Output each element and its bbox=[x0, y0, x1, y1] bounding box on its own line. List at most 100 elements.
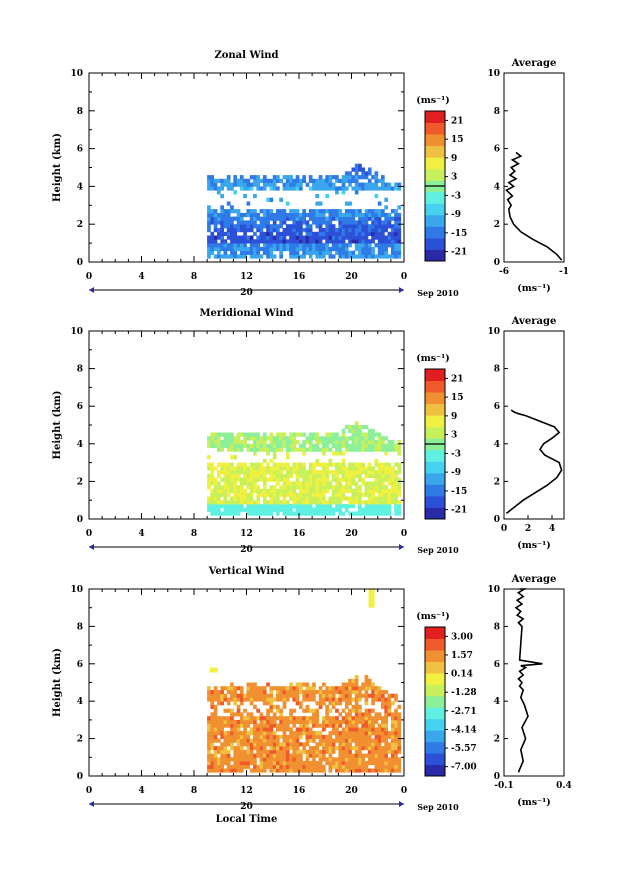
heatmap-cell bbox=[285, 201, 290, 206]
heatmap-cell bbox=[387, 239, 392, 244]
heatmap-cell bbox=[239, 719, 244, 724]
heatmap-cell bbox=[322, 500, 326, 505]
heatmap-cell bbox=[239, 749, 244, 754]
heatmap-cell bbox=[325, 690, 329, 695]
heatmap-cell bbox=[318, 753, 323, 758]
heatmap-cell bbox=[262, 220, 267, 225]
heatmap-cell bbox=[249, 175, 254, 180]
heatmap-cell bbox=[217, 212, 221, 218]
profile-x-tick-label: 0 bbox=[501, 524, 507, 534]
heatmap-cell bbox=[315, 436, 320, 441]
heatmap-cell bbox=[226, 757, 231, 762]
heatmap-cell bbox=[328, 686, 333, 691]
heatmap-cell bbox=[302, 693, 306, 698]
heatmap-cell bbox=[335, 734, 339, 739]
heatmap-cell bbox=[213, 246, 218, 252]
heatmap-cell bbox=[210, 500, 215, 505]
heatmap-cell bbox=[328, 761, 333, 766]
heatmap-cell bbox=[341, 716, 346, 721]
heatmap-cell bbox=[230, 220, 234, 225]
heatmap-cell bbox=[351, 719, 356, 724]
heatmap-cell bbox=[207, 496, 211, 501]
heatmap-cell bbox=[272, 492, 277, 497]
heatmap-cell bbox=[367, 246, 372, 252]
heatmap-cell bbox=[302, 682, 306, 687]
heatmap-cell bbox=[262, 511, 267, 516]
heatmap-cell bbox=[220, 511, 224, 516]
heatmap-cell bbox=[387, 693, 392, 698]
heatmap-cell bbox=[272, 686, 277, 691]
heatmap-cell bbox=[390, 500, 395, 505]
heatmap-cell bbox=[220, 693, 224, 698]
heatmap-cell bbox=[230, 496, 234, 501]
colorbar-segment bbox=[425, 638, 445, 651]
heatmap-cell bbox=[397, 485, 402, 490]
heatmap-cell bbox=[249, 462, 254, 467]
heatmap-cell bbox=[213, 440, 218, 445]
heatmap-cell bbox=[272, 466, 277, 471]
heatmap-cell bbox=[285, 753, 290, 758]
x-ticks: 0 4 8 12 16 20 0 bbox=[86, 589, 407, 796]
heatmap-cell bbox=[322, 470, 326, 475]
heatmap-cell bbox=[354, 704, 359, 709]
heatmap-cell bbox=[253, 723, 257, 728]
heatmap-cell bbox=[276, 504, 280, 509]
heatmap-cell bbox=[243, 492, 247, 497]
heatmap-cell bbox=[344, 186, 349, 191]
heatmap-cell bbox=[384, 746, 388, 751]
heatmap-cell bbox=[322, 436, 326, 441]
heatmap-cell bbox=[328, 757, 333, 762]
heatmap-cell bbox=[364, 239, 369, 244]
heatmap-cell bbox=[331, 451, 336, 456]
heatmap-cell bbox=[295, 682, 300, 687]
heatmap-cell bbox=[354, 466, 359, 471]
heatmap-cell bbox=[367, 727, 372, 732]
heatmap-cell bbox=[243, 749, 247, 754]
heatmap-cell bbox=[230, 216, 234, 221]
heatmap-cell bbox=[266, 504, 270, 509]
heatmap-cell bbox=[361, 481, 365, 486]
heatmap-cell bbox=[236, 507, 241, 512]
heatmap-cell bbox=[397, 731, 402, 736]
heatmap-cell bbox=[236, 742, 241, 747]
heatmap-cell bbox=[213, 466, 218, 471]
heatmap-cell bbox=[354, 182, 359, 187]
heatmap-cell bbox=[371, 738, 375, 743]
heatmap-cell bbox=[341, 254, 346, 259]
heatmap-cell bbox=[305, 447, 310, 452]
heatmap-cell bbox=[331, 209, 336, 214]
heatmap-cell bbox=[351, 231, 356, 236]
heatmap-cell bbox=[364, 481, 369, 486]
heatmap-cell bbox=[390, 496, 395, 501]
heatmap-cell bbox=[367, 742, 372, 747]
heatmap-cell bbox=[302, 761, 306, 766]
heatmap-cell bbox=[220, 753, 224, 758]
heatmap-cell bbox=[272, 742, 277, 747]
heatmap-cell bbox=[266, 738, 270, 743]
heatmap-cell bbox=[243, 436, 247, 441]
heatmap-cell bbox=[361, 738, 365, 743]
heatmap-cell bbox=[367, 507, 372, 512]
heatmap-cell bbox=[394, 220, 398, 225]
heatmap-cell bbox=[325, 712, 329, 717]
heatmap-cell bbox=[256, 697, 260, 702]
heatmap-cell bbox=[210, 504, 215, 509]
y-axis-label: Height (km) bbox=[52, 648, 63, 717]
heatmap-cell bbox=[279, 485, 283, 490]
heatmap-cell bbox=[279, 473, 283, 479]
heatmap-cell bbox=[322, 749, 326, 754]
heatmap-cell bbox=[377, 481, 382, 486]
heatmap-cell bbox=[285, 693, 290, 698]
heatmap-cell bbox=[394, 749, 398, 754]
profile-frame bbox=[503, 588, 565, 777]
heatmap-cell bbox=[371, 473, 375, 479]
heatmap-cell bbox=[223, 768, 228, 773]
heatmap-cell bbox=[341, 224, 346, 229]
heatmap-cell bbox=[371, 231, 375, 236]
heatmap-cell bbox=[387, 443, 392, 448]
heatmap-cell bbox=[266, 243, 270, 248]
heatmap-cell bbox=[318, 481, 323, 486]
heatmap-cell bbox=[253, 727, 257, 732]
heatmap-cell bbox=[361, 235, 365, 240]
heatmap-cell bbox=[302, 178, 306, 183]
